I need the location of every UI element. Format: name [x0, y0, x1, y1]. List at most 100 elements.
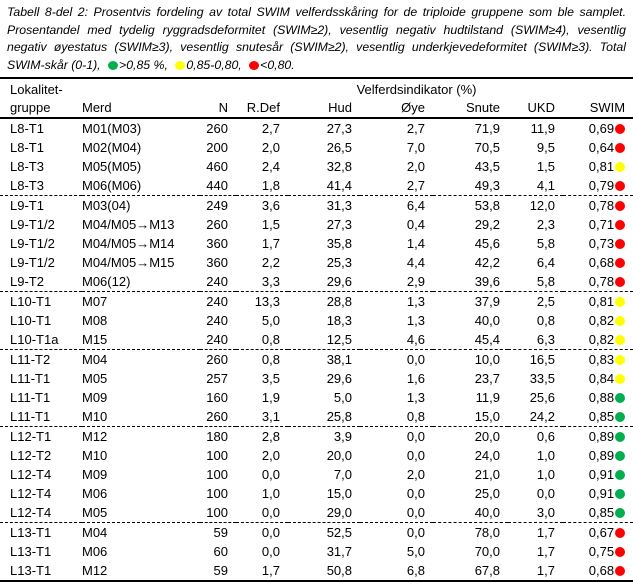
swim-status-dot-icon	[615, 316, 626, 326]
table-caption: Tabell 8-del 2: Prosentvis fordeling av …	[0, 0, 633, 77]
cell-ukd: 33,5	[529, 371, 555, 386]
cell-merd: M03(04)	[82, 198, 131, 213]
cell-swim: 0,73	[563, 234, 633, 253]
swim-status-dot-icon	[615, 335, 626, 345]
cell-oye: 2,7	[360, 176, 433, 196]
swim-welfare-table: Lokalitet- Velferdsindikator (%) gruppe …	[0, 77, 633, 582]
cell-swim: 0,91	[563, 484, 633, 503]
cell-n: 260	[206, 121, 228, 136]
cell-swim: 0,78	[563, 196, 633, 216]
cell-lokalitet-gruppe: L9-T1/2	[10, 217, 55, 232]
swim-score: 0,64	[588, 140, 615, 155]
cell-n: 200	[206, 140, 228, 155]
cell-merd: M01(M03)	[82, 121, 142, 136]
cell-snute: 70,0	[474, 544, 500, 559]
green-dot-icon	[108, 60, 119, 70]
cell-n: 180	[206, 429, 228, 444]
swim-score: 0,91	[588, 467, 615, 482]
header-row-2: gruppe Merd N R.Def Hud Øye Snute UKD SW…	[0, 98, 633, 119]
table-row: L9-T1/2 M04/M05→M13 260 1,5 27,3 0,4 29,…	[0, 215, 633, 234]
cell-n: 360	[206, 255, 228, 270]
cell-rdef: 3,6	[261, 198, 280, 213]
swim-score: 0,79	[588, 178, 615, 193]
cell-rdef: 0,8	[261, 352, 280, 367]
cell-ukd: 25,6	[529, 390, 555, 405]
cell-n: 240	[206, 313, 228, 328]
header-velferdsindikator: Velferdsindikator (%)	[356, 82, 477, 97]
cell-snute: 49,3	[433, 176, 508, 196]
cell-hud: 12,5	[288, 330, 360, 350]
cell-n: 59	[213, 563, 228, 578]
cell-hud: 7,0	[333, 467, 352, 482]
header-n: N	[200, 98, 236, 119]
cell-rdef: 3,1	[236, 407, 288, 427]
cell-n: 260	[200, 407, 236, 427]
cell-swim: 0,89	[563, 427, 633, 447]
table-row: L8-T1 M02(M04) 200 2,0 26,5 7,0 70,5 9,5…	[0, 138, 633, 157]
swim-score: 0,82	[588, 313, 615, 328]
cell-snute: 45,6	[474, 236, 500, 251]
table-row: L12-T4 M05 100 0,0 29,0 0,0 40,0 3,0 0,8…	[0, 503, 633, 523]
cell-rdef: 2,0	[261, 448, 280, 463]
table-row: L8-T1 M01(M03) 260 2,7 27,3 2,7 71,9 11,…	[0, 118, 633, 138]
cell-rdef: 3,3	[236, 272, 288, 292]
cell-oye: 6,8	[406, 563, 425, 578]
swim-status-dot-icon	[615, 181, 626, 191]
cell-n: 160	[206, 390, 228, 405]
cell-rdef: 0,0	[261, 544, 280, 559]
cell-ukd: 6,4	[536, 255, 555, 270]
swim-score: 0,73	[588, 236, 615, 251]
cell-swim: 0,85	[563, 407, 633, 427]
cell-lokalitet-gruppe: L12-T2	[10, 448, 52, 463]
swim-score: 0,78	[588, 274, 615, 289]
table-row: L13-T1 M06 60 0,0 31,7 5,0 70,0 1,7 0,75	[0, 542, 633, 561]
swim-score: 0,81	[588, 294, 615, 309]
cell-n: 100	[206, 486, 228, 501]
cell-swim: 0,78	[563, 272, 633, 292]
cell-hud: 25,8	[288, 407, 360, 427]
cell-swim: 0,83	[563, 350, 633, 370]
cell-lokalitet-gruppe: L11-T1	[0, 407, 82, 427]
cell-snute: 42,2	[474, 255, 500, 270]
cell-swim: 0,82	[563, 330, 633, 350]
cell-ukd: 9,5	[536, 140, 555, 155]
cell-rdef: 0,8	[236, 330, 288, 350]
cell-oye: 0,0	[406, 429, 425, 444]
cell-snute: 45,4	[433, 330, 508, 350]
cell-ukd: 16,5	[529, 352, 555, 367]
cell-ukd: 0,6	[536, 429, 555, 444]
cell-snute: 67,8	[474, 563, 500, 578]
swim-status-dot-icon	[615, 393, 626, 403]
cell-ukd: 0,8	[536, 313, 555, 328]
cell-oye: 7,0	[406, 140, 425, 155]
swim-status-dot-icon	[615, 547, 626, 557]
cell-rdef: 2,0	[261, 140, 280, 155]
cell-lokalitet-gruppe: L8-T1	[10, 121, 44, 136]
cell-ukd: 1,0	[536, 448, 555, 463]
cell-ukd: 1,7	[536, 563, 555, 578]
cell-hud: 29,6	[326, 371, 352, 386]
cell-merd: M04/M05→M14	[82, 236, 175, 251]
cell-merd: M04	[82, 525, 108, 540]
cell-lokalitet-gruppe: L10-T1	[10, 313, 52, 328]
cell-hud: 31,3	[326, 198, 352, 213]
swim-score: 0,68	[588, 563, 615, 578]
legend-item-red: <0,80.	[245, 58, 295, 72]
cell-n: 360	[206, 236, 228, 251]
cell-oye: 0,0	[406, 448, 425, 463]
swim-status-dot-icon	[615, 451, 626, 461]
cell-swim: 0,68	[563, 253, 633, 272]
swim-score: 0,67	[588, 525, 615, 540]
swim-status-dot-icon	[615, 412, 626, 422]
header-row-1: Lokalitet- Velferdsindikator (%)	[0, 78, 633, 98]
cell-ukd: 1,0	[536, 467, 555, 482]
table-row: L12-T4 M09 100 0,0 7,0 2,0 21,0 1,0 0,91	[0, 465, 633, 484]
cell-lokalitet-gruppe: L10-T1	[10, 294, 52, 309]
header-rdef: R.Def	[236, 98, 288, 119]
cell-snute: 78,0	[474, 525, 500, 540]
cell-oye: 0,0	[406, 525, 425, 540]
red-dot-icon	[249, 60, 260, 70]
cell-merd: M08	[82, 313, 108, 328]
cell-lokalitet-gruppe: L11-T1	[10, 390, 51, 405]
cell-lokalitet-gruppe: L10-T1a	[0, 330, 82, 350]
